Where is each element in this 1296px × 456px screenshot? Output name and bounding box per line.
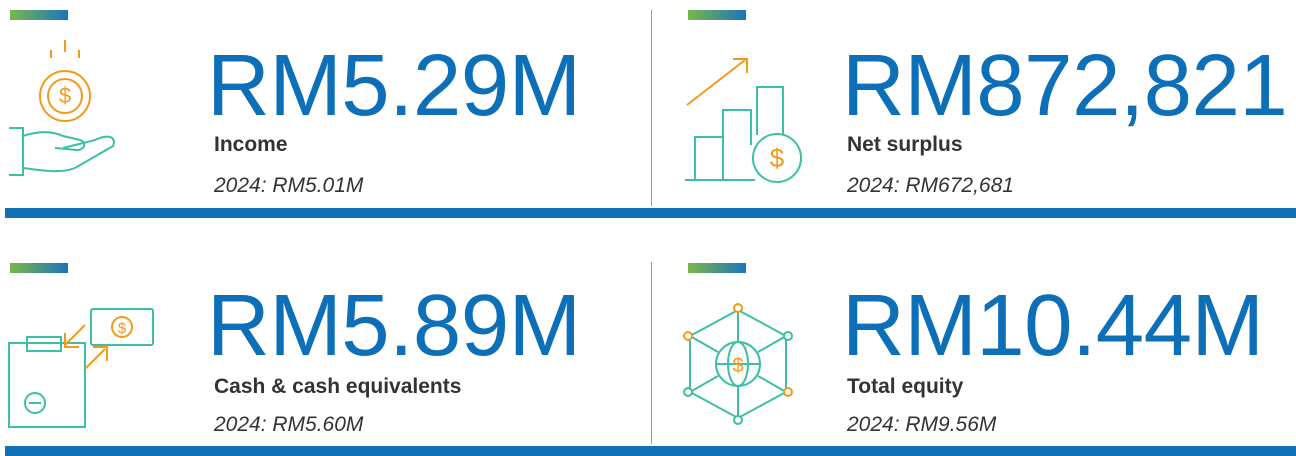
cash-icon: $ [8, 308, 154, 428]
svg-text:$: $ [732, 355, 743, 377]
income-icon: $ [9, 40, 115, 176]
svg-text:$: $ [770, 143, 785, 173]
metric-previous: 2024: RM5.01M [214, 174, 364, 197]
metric-label: Net surplus [847, 133, 963, 156]
accent-bar [10, 263, 68, 273]
metric-label: Income [214, 133, 288, 156]
metric-value: RM5.29M [207, 37, 581, 134]
equity-icon: $ [683, 303, 793, 425]
metric-value: RM872,821 [842, 37, 1288, 134]
svg-text:$: $ [59, 83, 71, 108]
metric-previous: 2024: RM672,681 [847, 174, 1014, 197]
accent-bar [10, 10, 68, 20]
metric-label: Total equity [847, 375, 964, 398]
vertical-divider [651, 262, 652, 444]
divider-rule [5, 446, 1296, 456]
metric-label: Cash & cash equivalents [214, 375, 462, 398]
svg-text:$: $ [118, 320, 127, 337]
metric-value: RM5.89M [207, 277, 581, 374]
surplus-icon: $ [685, 58, 802, 183]
vertical-divider [651, 10, 652, 206]
divider-rule [5, 208, 1296, 218]
metric-previous: 2024: RM9.56M [847, 413, 997, 436]
metric-previous: 2024: RM5.60M [214, 413, 364, 436]
metric-value: RM10.44M [842, 277, 1264, 374]
accent-bar [688, 263, 746, 273]
accent-bar [688, 10, 746, 20]
